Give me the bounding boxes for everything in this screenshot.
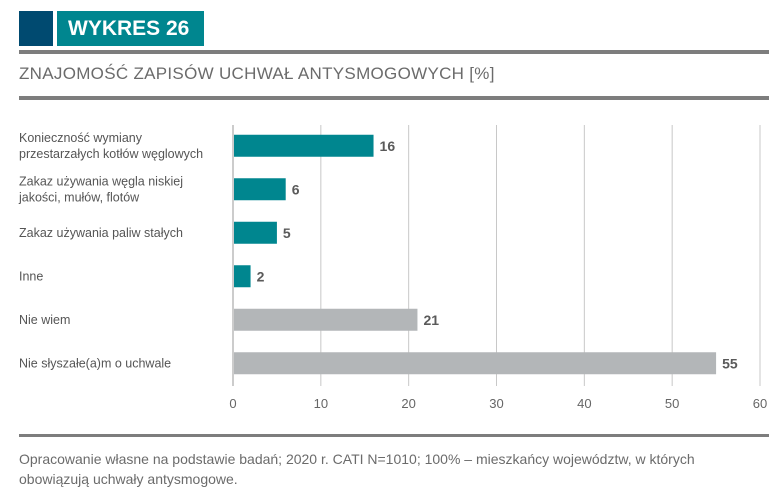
category-label: Inne — [19, 269, 43, 283]
bar — [234, 265, 251, 288]
category-label: Zakaz używania węgla niskiej — [19, 174, 183, 188]
data-label: 21 — [423, 312, 439, 328]
divider — [19, 96, 769, 100]
bar — [234, 134, 374, 157]
chart-title: ZNAJOMOŚĆ ZAPISÓW UCHWAŁ ANTYSMOGOWYCH [… — [19, 64, 495, 83]
x-tick-label: 50 — [665, 396, 679, 411]
x-tick-label: 40 — [577, 396, 591, 411]
bar — [234, 352, 717, 375]
x-tick-label: 60 — [753, 396, 767, 411]
category-label: Zakaz używania paliw stałych — [19, 226, 183, 240]
bar-chart: 0 10 20 30 40 50 60 16 Konieczność wymiany przest… — [18, 125, 767, 411]
figure-badge: WYKRES 26 — [57, 11, 204, 46]
header-square — [19, 11, 53, 46]
x-tick-label: 10 — [314, 396, 328, 411]
divider — [19, 50, 769, 54]
category-label: Nie wiem — [19, 313, 70, 327]
category-label: Konieczność wymiany — [19, 131, 143, 145]
bar — [234, 308, 418, 331]
x-tick-label: 30 — [489, 396, 503, 411]
category-label: Nie słyszałe(a)m o uchwale — [19, 356, 171, 370]
x-tick-label: 0 — [229, 396, 236, 411]
data-label: 2 — [257, 268, 265, 284]
data-label: 55 — [722, 355, 738, 371]
data-label: 16 — [380, 138, 396, 154]
data-label: 5 — [283, 225, 291, 241]
bar — [234, 221, 277, 244]
category-label: jakości, mułów, flotów — [18, 190, 140, 204]
divider — [19, 434, 769, 437]
x-tick-label: 20 — [401, 396, 415, 411]
bar — [234, 178, 286, 201]
data-label: 6 — [292, 181, 300, 197]
source-note: Opracowanie własne na podstawie badań; 2… — [19, 451, 695, 487]
category-label: przestarzałych kotłów węglowych — [19, 147, 203, 161]
